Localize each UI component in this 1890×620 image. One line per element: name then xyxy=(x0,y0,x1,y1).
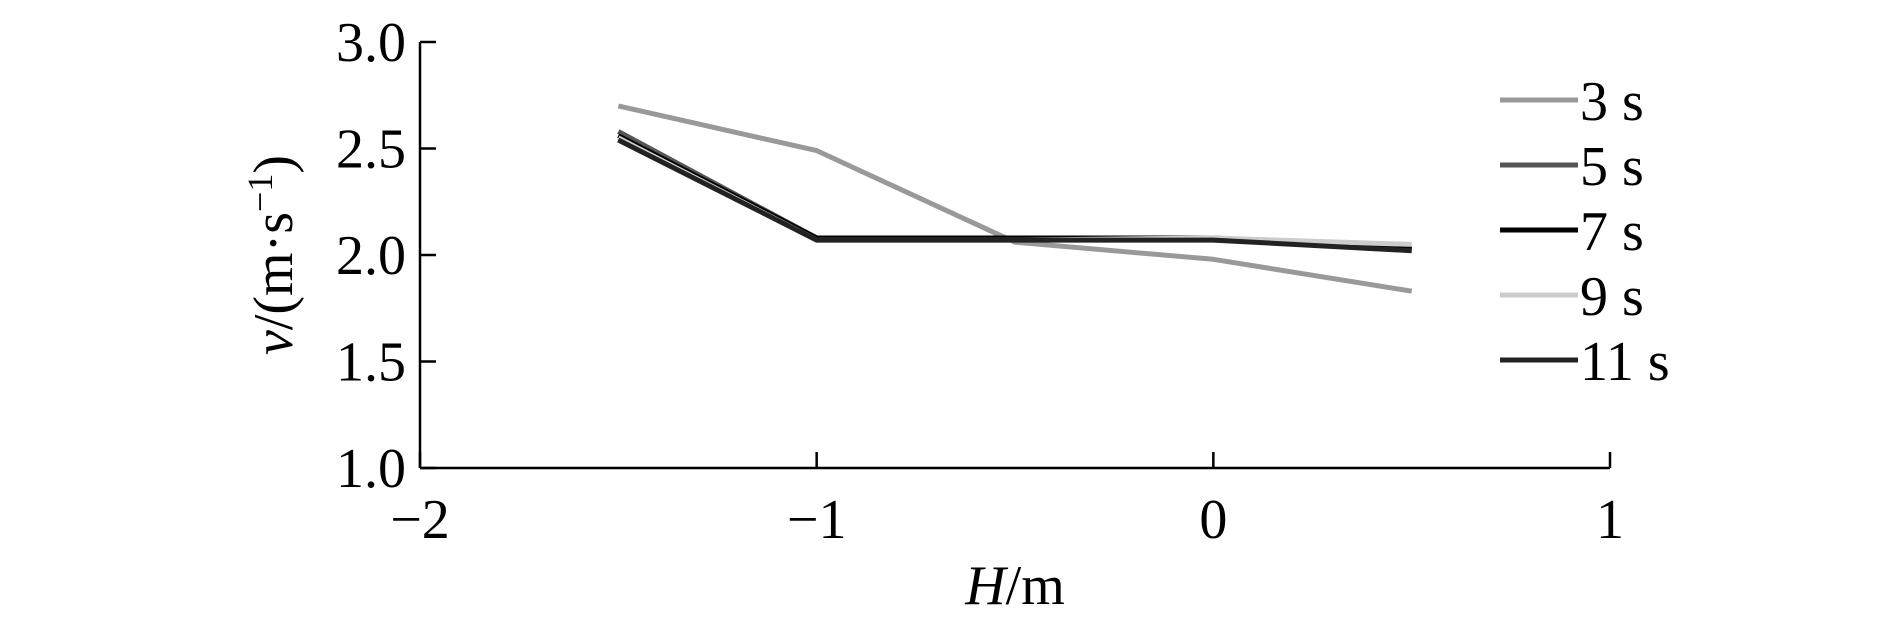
y-axis-unit-exponent: −1 xyxy=(240,174,280,212)
x-axis-variable: H xyxy=(964,555,1008,617)
legend-item: 5 s xyxy=(1500,136,1644,198)
legend-item: 7 s xyxy=(1500,201,1644,263)
y-axis-ticks: 1.0 1.5 2.0 2.5 3.0 xyxy=(336,12,436,500)
x-tick-label: −1 xyxy=(787,489,847,551)
x-axis-unit: /m xyxy=(1006,555,1065,617)
legend-label: 5 s xyxy=(1580,136,1644,198)
x-tick-label: −2 xyxy=(390,489,450,551)
legend-label: 9 s xyxy=(1580,266,1644,328)
series-line-9s xyxy=(617,135,1412,247)
x-axis-title: H/m xyxy=(964,555,1065,617)
y-axis-title: v/(m·s−1) xyxy=(240,155,305,355)
series-line-11s xyxy=(617,137,1412,254)
y-tick-label: 2.0 xyxy=(336,225,406,287)
legend: 3 s5 s7 s9 s11 s xyxy=(1500,71,1670,393)
plot-area: 1.0 1.5 2.0 2.5 3.0 −2 −1 0 1 xyxy=(336,12,1624,551)
y-axis-variable: v xyxy=(243,330,305,355)
y-tick-label: 1.5 xyxy=(336,332,406,394)
y-tick-label: 1.0 xyxy=(336,438,406,500)
legend-label: 7 s xyxy=(1580,201,1644,263)
legend-item: 9 s xyxy=(1500,266,1644,328)
x-tick-label: 0 xyxy=(1199,489,1227,551)
x-axis-ticks: −2 −1 0 1 xyxy=(390,452,1624,551)
series-lines xyxy=(617,103,1413,294)
legend-label: 3 s xyxy=(1580,71,1644,133)
series-line-7s xyxy=(617,133,1412,252)
y-tick-label: 2.5 xyxy=(336,119,406,181)
legend-label: 11 s xyxy=(1580,331,1670,393)
legend-item: 11 s xyxy=(1500,331,1670,393)
series-line-5s xyxy=(617,129,1412,252)
x-tick-label: 1 xyxy=(1596,489,1624,551)
y-axis-unit-close: ) xyxy=(243,155,305,174)
legend-item: 3 s xyxy=(1500,71,1644,133)
y-axis-unit: /(m·s xyxy=(243,212,305,330)
y-tick-label: 3.0 xyxy=(336,12,406,74)
